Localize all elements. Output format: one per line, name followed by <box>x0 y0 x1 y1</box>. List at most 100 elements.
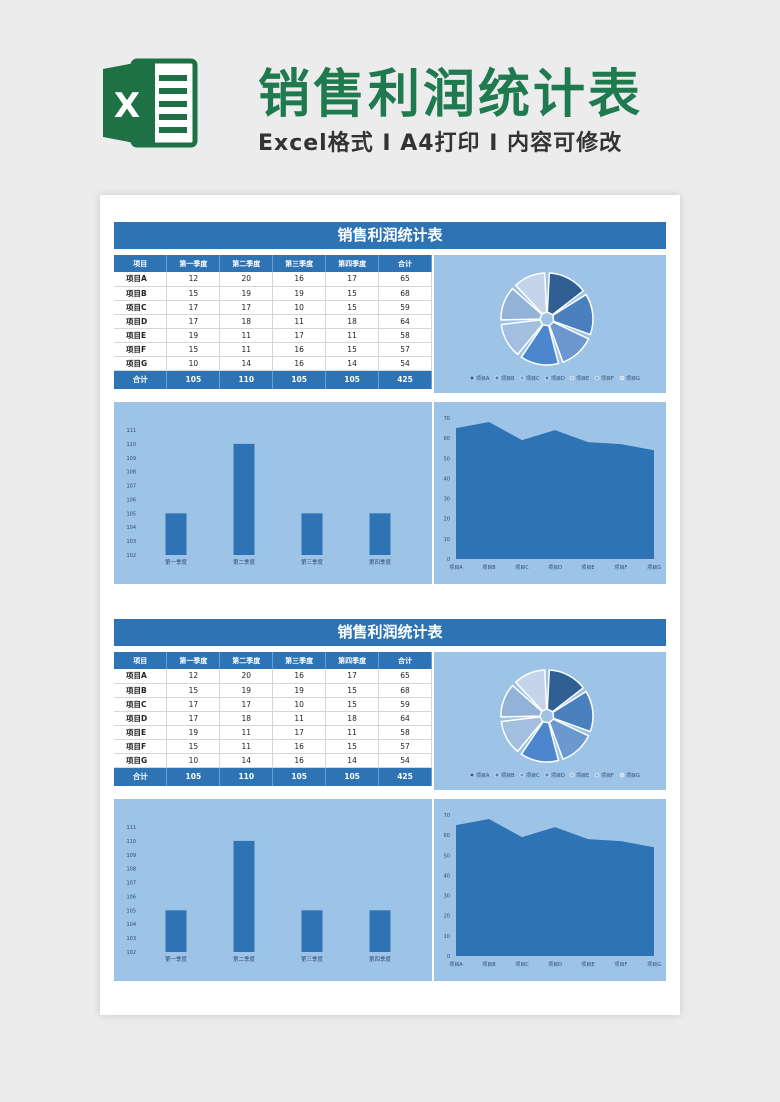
table-header-cell: 项目 <box>114 652 168 669</box>
row-label: 项目C <box>114 300 168 315</box>
pie-slice <box>552 690 594 733</box>
pie-chart: 项目A 项目B 项目C 项目D 项目E 项目F 项目G <box>469 272 640 382</box>
pie-slice <box>548 321 590 364</box>
table-cell: 16 <box>272 342 327 357</box>
table-cell: 59 <box>378 697 432 712</box>
legend-marker <box>519 772 525 778</box>
pie-slice <box>546 272 585 316</box>
area-chart-panel: 0 10 20 30 40 50 60 70 项目A 项目B 项目C 项目D 项目E 项目F 项目G <box>434 402 666 584</box>
legend-entry: 项目E <box>576 773 589 779</box>
table-cell: 17 <box>272 328 327 343</box>
x-tick-label: 第四季度 <box>369 558 392 566</box>
y-tick-label: 109 <box>126 456 136 462</box>
total-label: 合计 <box>114 370 168 389</box>
y-tick-label: 0 <box>447 557 450 563</box>
y-tick-label: 40 <box>444 873 450 879</box>
area-chart-panel: 0 10 20 30 40 50 60 70 项目A 项目B 项目C 项目D 项目E 项目F 项目G <box>434 799 666 981</box>
table-row: 项目B 15 19 19 15 68 <box>114 286 432 301</box>
y-tick-label: 20 <box>444 914 450 920</box>
y-tick-label: 10 <box>444 934 450 940</box>
table-cell: 14 <box>219 753 274 768</box>
table-cell: 11 <box>272 711 327 726</box>
legend-entry: 项目A <box>476 376 490 382</box>
row-label: 项目A <box>114 272 168 287</box>
legend-entry: 项目C <box>526 773 540 779</box>
legend-marker <box>494 772 500 778</box>
x-tick-label: 第一季度 <box>165 955 188 963</box>
table-cell: 15 <box>166 342 221 357</box>
table-cell: 19 <box>272 683 327 698</box>
y-tick-label: 30 <box>444 894 450 900</box>
y-tick-label: 102 <box>126 553 136 559</box>
table-cell: 10 <box>166 753 221 768</box>
bar <box>301 513 323 555</box>
y-tick-label: 105 <box>126 511 136 517</box>
table-cell: 15 <box>166 286 221 301</box>
row-label: 项目B <box>114 286 168 301</box>
legend-entry: 项目G <box>626 773 640 779</box>
y-tick-label: 104 <box>126 525 136 531</box>
table-row: 项目D 17 18 11 18 64 <box>114 314 432 329</box>
table-cell: 18 <box>325 711 380 726</box>
bar <box>233 840 255 952</box>
table-cell: 18 <box>325 314 380 329</box>
y-tick-label: 110 <box>126 442 136 448</box>
table-cell: 11 <box>219 328 274 343</box>
table-row: 项目B 15 19 19 15 68 <box>114 683 432 698</box>
legend-entry: 项目A <box>476 773 490 779</box>
legend-marker <box>569 375 575 381</box>
y-tick-label: 103 <box>126 936 136 942</box>
logo-letter: X <box>114 86 140 126</box>
table-cell: 65 <box>378 272 432 287</box>
sheet-paper: 销售利润统计表 项目 第一季度 第二季度 第三季度 第四季度 合计 项目A 12 20 16 17 65… <box>100 195 680 1015</box>
bar <box>301 910 323 952</box>
total-cell: 105 <box>325 370 380 389</box>
table-cell: 15 <box>166 683 221 698</box>
y-tick-label: 111 <box>126 825 136 831</box>
legend-marker <box>619 375 625 381</box>
row-label: 项目F <box>114 342 168 357</box>
legend-entry: 项目D <box>551 376 565 382</box>
bar <box>165 910 187 952</box>
x-tick-label: 第二季度 <box>233 558 256 566</box>
y-tick-label: 70 <box>444 416 450 422</box>
y-tick-label: 10 <box>444 537 450 543</box>
table-header-cell: 第一季度 <box>166 255 221 272</box>
row-label: 项目D <box>114 711 168 726</box>
x-tick-label: 项目B <box>482 962 496 968</box>
x-tick-label: 项目E <box>581 962 594 968</box>
legend-entry: 项目F <box>601 773 614 779</box>
table-cell: 17 <box>325 272 380 287</box>
pie-slice <box>552 293 594 336</box>
x-tick-label: 项目A <box>449 962 463 968</box>
table-cell: 11 <box>219 342 274 357</box>
x-tick-label: 项目B <box>482 565 496 571</box>
table-cell: 15 <box>166 739 221 754</box>
table-cell: 17 <box>219 300 274 315</box>
legend-marker <box>469 772 475 778</box>
table-row: 项目E 19 11 17 11 58 <box>114 328 432 343</box>
y-tick-label: 40 <box>444 476 450 482</box>
report-block-2: 销售利润统计表 项目 第一季度 第二季度 第三季度 第四季度 合计 项目A 12 20 16 17 65… <box>114 619 666 981</box>
y-tick-label: 30 <box>444 497 450 503</box>
table-cell: 10 <box>166 356 221 371</box>
legend-marker <box>519 375 525 381</box>
table-header-cell: 第四季度 <box>325 652 380 669</box>
y-tick-label: 110 <box>126 839 136 845</box>
x-tick-label: 第三季度 <box>301 558 324 566</box>
y-tick-label: 108 <box>126 867 136 873</box>
x-tick-label: 第一季度 <box>165 558 188 566</box>
y-tick-label: 107 <box>126 484 136 490</box>
y-tick-label: 50 <box>444 456 450 462</box>
y-tick-label: 50 <box>444 853 450 859</box>
pie-slice <box>500 319 544 356</box>
table-cell: 17 <box>272 725 327 740</box>
table-cell: 59 <box>378 300 432 315</box>
table-cell: 11 <box>325 725 380 740</box>
table-cell: 15 <box>325 342 380 357</box>
legend-marker <box>544 772 550 778</box>
y-tick-label: 0 <box>447 954 450 960</box>
table-cell: 17 <box>166 300 221 315</box>
table-cell: 12 <box>166 272 221 287</box>
bar <box>369 513 391 555</box>
